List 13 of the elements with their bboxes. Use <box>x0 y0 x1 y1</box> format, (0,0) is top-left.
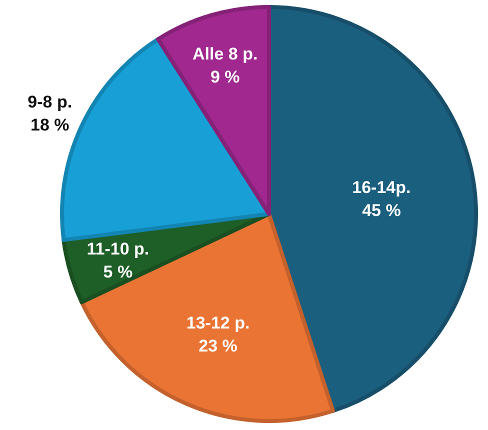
data-label: 5 % <box>103 262 133 282</box>
slice-label: 16-14p. <box>352 178 411 197</box>
data-label: 45 % <box>362 200 401 220</box>
pie-slice <box>80 212 335 423</box>
data-label: 9 % <box>210 67 240 86</box>
slice-label: Alle 8 p. <box>192 44 258 64</box>
pie-slice <box>267 5 478 413</box>
pie-slice <box>156 5 271 216</box>
slice-label: 13-12 p. <box>186 313 250 332</box>
data-label: 18 % <box>30 115 70 134</box>
data-label: 23 % <box>198 336 238 356</box>
slice-label: 11-10 p. <box>86 239 150 258</box>
slice-label: 9-8 p. <box>28 92 72 112</box>
